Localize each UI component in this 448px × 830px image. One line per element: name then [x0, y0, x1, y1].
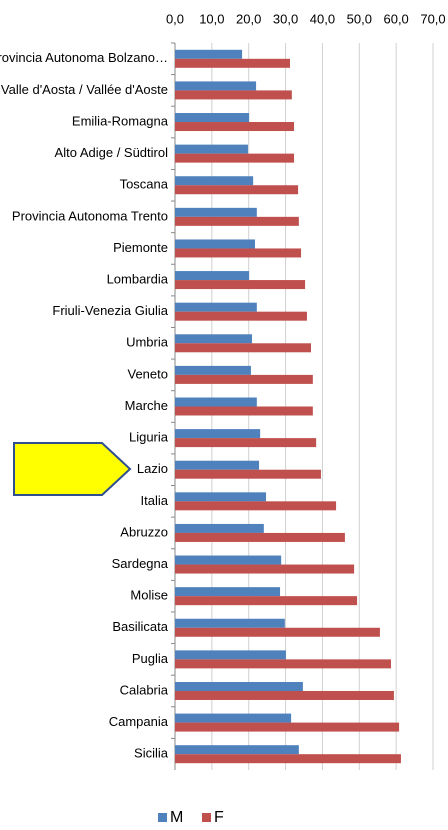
y-tick-label: Italia [141, 493, 169, 508]
y-tick-label: Sardegna [112, 556, 169, 571]
y-tick-label: Lazio [137, 461, 168, 476]
bar [175, 365, 251, 375]
bar [175, 429, 261, 439]
bar [175, 587, 281, 597]
y-tick-label: Toscana [120, 177, 169, 192]
x-tick-label: 10,0 [199, 11, 224, 26]
bar [175, 681, 303, 691]
y-tick-label: Piemonte [113, 240, 168, 255]
bar [175, 492, 267, 502]
y-tick-label: Friuli-Venezia Giulia [52, 303, 168, 318]
bar [175, 532, 345, 542]
bar [175, 185, 299, 195]
highlight-arrow [13, 442, 132, 496]
y-tick-label: Calabria [120, 682, 169, 697]
x-tick-label: 0,0 [166, 11, 184, 26]
bar [175, 659, 391, 669]
x-tick-label: 50,0 [347, 11, 372, 26]
bar [175, 745, 299, 755]
y-tick-label: Umbria [126, 335, 169, 350]
y-tick-label: Marche [125, 398, 168, 413]
bar [175, 239, 255, 249]
y-tick-label: Lombardia [107, 272, 169, 287]
bar [175, 280, 306, 290]
legend-label: M [170, 809, 183, 826]
bar [175, 618, 285, 628]
y-tick-label: Alto Adige / Südtirol [55, 145, 169, 160]
bar [175, 469, 321, 479]
bar [175, 555, 282, 565]
bar [175, 343, 312, 353]
y-tick-label: Liguria [129, 430, 169, 445]
x-tick-label: 70,0 [420, 11, 445, 26]
y-tick-label: Veneto [128, 366, 169, 381]
bar [175, 501, 337, 511]
y-tick-label: Provincia Autonoma Trento [12, 208, 168, 223]
bar [175, 248, 302, 258]
y-tick-label: Valle d'Aosta / Vallée d'Aoste [1, 82, 168, 97]
x-tick-label: 60,0 [383, 11, 408, 26]
y-tick-label: Campania [109, 714, 169, 729]
bar [175, 460, 260, 470]
legend-label: F [214, 809, 224, 826]
bar [175, 564, 355, 574]
bar [175, 153, 295, 163]
bar [175, 271, 250, 281]
x-tick-label: 20,0 [236, 11, 261, 26]
bar [175, 49, 243, 59]
bar [175, 144, 248, 154]
bar [175, 596, 358, 606]
bar [175, 302, 257, 312]
bar [175, 713, 292, 723]
bar [175, 690, 394, 700]
bar [175, 334, 253, 344]
bar [175, 113, 250, 123]
y-tick-label: Abruzzo [120, 524, 168, 539]
y-tick-label: Basilicata [112, 619, 168, 634]
bar [175, 438, 317, 448]
bar [175, 176, 254, 186]
bar [175, 722, 400, 732]
bar [175, 374, 313, 384]
bar [175, 406, 313, 416]
bar [175, 311, 307, 321]
bar [175, 523, 264, 533]
legend-swatch [158, 813, 167, 822]
x-tick-label: 30,0 [273, 11, 298, 26]
bar [175, 90, 292, 100]
x-tick-label: 40,0 [310, 11, 335, 26]
legend-swatch [202, 813, 211, 822]
bar [175, 122, 295, 132]
bar [175, 216, 299, 226]
bar [175, 207, 257, 217]
bar [175, 58, 290, 68]
y-tick-label: Puglia [132, 651, 169, 666]
bar [175, 754, 401, 764]
bar [175, 627, 380, 637]
y-tick-label: Molise [130, 588, 168, 603]
y-tick-label: Provincia Autonoma Bolzano… [0, 50, 168, 65]
y-tick-label: Emilia-Romagna [72, 113, 169, 128]
y-tick-label: Sicilia [134, 746, 169, 761]
bar [175, 81, 257, 91]
bar [175, 650, 286, 660]
bar [175, 397, 257, 407]
